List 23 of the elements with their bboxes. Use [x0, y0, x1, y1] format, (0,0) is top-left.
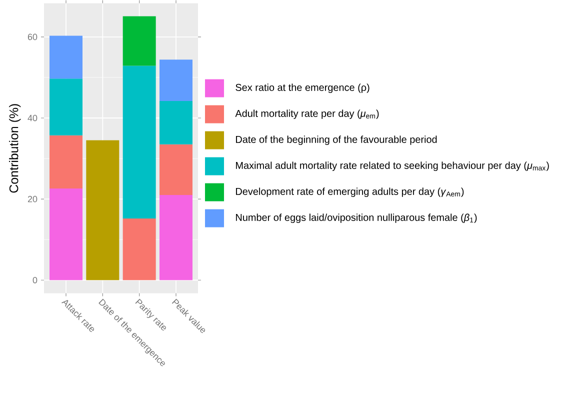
y-tick-label: 0 [32, 276, 38, 284]
bar [122, 66, 156, 218]
bar [86, 140, 120, 280]
bar [50, 135, 83, 188]
bar [122, 218, 156, 280]
y-tick-label: 20 [28, 196, 38, 202]
bar [50, 36, 83, 79]
bar [122, 16, 156, 66]
legend-label: Adult mortality rate per day (μ$_{em}$) [235, 110, 379, 119]
legend-label: Development rate of emerging adults per day (γ$_{Aem}$) [236, 188, 464, 197]
bar [160, 59, 192, 101]
y-tick-label: 60 [28, 34, 38, 40]
bar [160, 144, 192, 195]
legend-label: Number of eggs laid/oviposition nulliparous female (β$_{1}$) [236, 214, 477, 223]
legend-label: Date of the beginning of the favourable period [236, 136, 437, 145]
legend-label: Maximal adult mortality rate related to seeking behaviour per day (μ$_{max}$) [236, 162, 549, 171]
bar [50, 188, 83, 280]
bar [50, 78, 83, 136]
bar [160, 100, 192, 144]
y-tick-label: 40 [28, 114, 38, 122]
bar [160, 194, 192, 280]
y-axis-title: Contribution (%) [9, 104, 21, 193]
legend-label: Sex ratio at the emergence (ρ) [236, 84, 370, 93]
